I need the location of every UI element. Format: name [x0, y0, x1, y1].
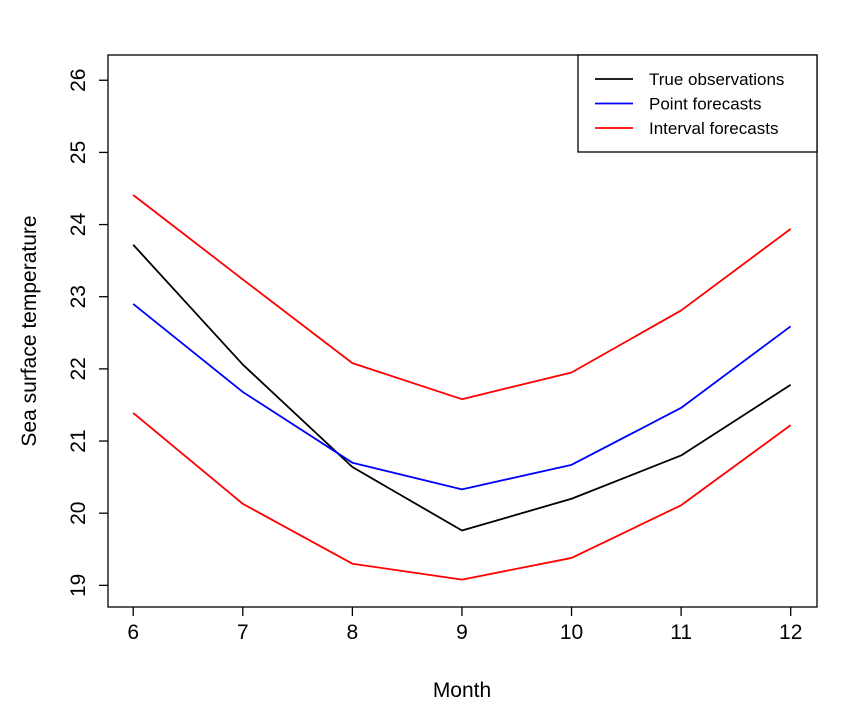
y-tick-label: 21	[67, 429, 90, 452]
x-tick-label: 6	[127, 621, 139, 644]
x-tick-label: 8	[347, 621, 359, 644]
legend: True observations Point forecasts Interval…	[577, 54, 818, 153]
legend-label: True observations	[649, 70, 784, 89]
axes-layer: 6 7 8 9 10 11 12 19 20 21 22 23 24 25 26	[67, 54, 818, 644]
y-tick-label: 24	[67, 213, 90, 237]
x-tick-label: 10	[560, 621, 583, 644]
x-tick-label: 9	[456, 621, 468, 644]
y-tick-label: 20	[67, 502, 90, 525]
y-tick-label: 19	[67, 574, 90, 597]
x-tick-label: 7	[237, 621, 249, 644]
y-tick-label: 23	[67, 285, 90, 308]
x-tick-label: 12	[779, 621, 802, 644]
y-axis-title: Sea surface temperature	[18, 215, 41, 446]
x-axis-title: Month	[433, 679, 491, 702]
series-line-4	[132, 412, 792, 581]
series-line-3	[132, 194, 792, 401]
series-line-2	[132, 303, 792, 491]
x-tick-label: 11	[670, 621, 692, 644]
legend-label: Point forecasts	[649, 95, 761, 114]
y-tick-label: 25	[67, 141, 90, 164]
legend-label: Interval forecasts	[649, 119, 778, 138]
y-tick-label: 26	[67, 69, 90, 92]
series-line-1	[132, 244, 792, 532]
series-layer	[132, 194, 792, 581]
y-tick-label: 22	[67, 357, 90, 380]
